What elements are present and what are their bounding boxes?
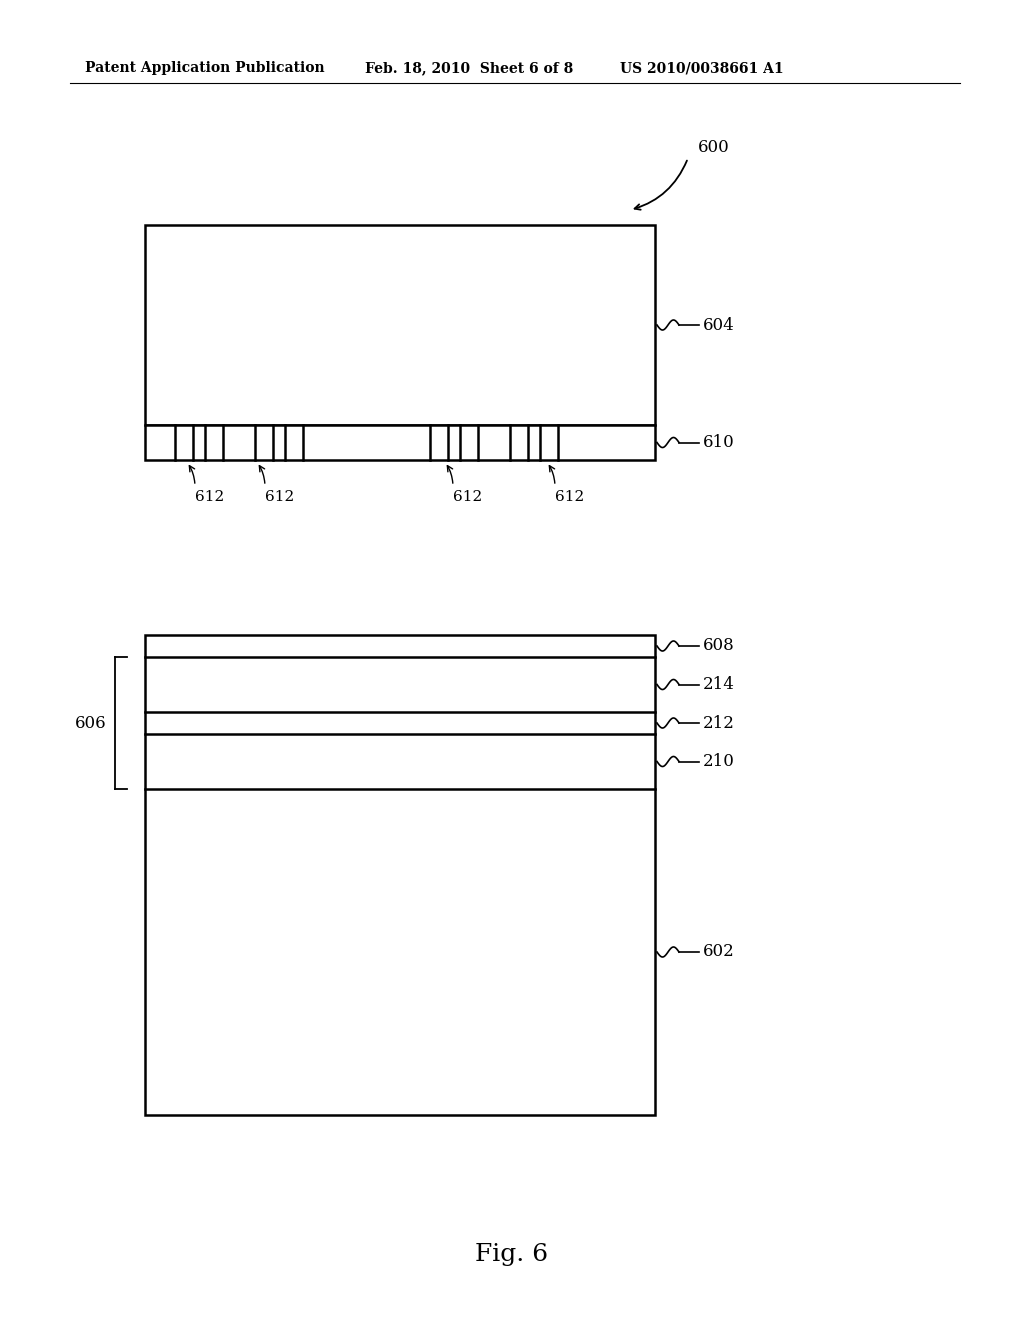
Text: Patent Application Publication: Patent Application Publication <box>85 61 325 75</box>
Text: US 2010/0038661 A1: US 2010/0038661 A1 <box>620 61 783 75</box>
Text: 212: 212 <box>703 714 735 731</box>
Text: 612: 612 <box>453 490 482 504</box>
Text: 612: 612 <box>555 490 585 504</box>
Text: 612: 612 <box>195 490 224 504</box>
Text: Feb. 18, 2010  Sheet 6 of 8: Feb. 18, 2010 Sheet 6 of 8 <box>365 61 573 75</box>
Text: 610: 610 <box>703 434 735 451</box>
Text: 602: 602 <box>703 944 735 961</box>
Text: 612: 612 <box>265 490 294 504</box>
Bar <box>145 224 655 425</box>
Text: 600: 600 <box>698 140 730 157</box>
Text: 214: 214 <box>703 676 735 693</box>
Text: 606: 606 <box>76 714 106 731</box>
Bar <box>145 425 655 459</box>
Text: Fig. 6: Fig. 6 <box>475 1243 549 1266</box>
Text: 604: 604 <box>703 317 735 334</box>
Text: 210: 210 <box>703 752 735 770</box>
Text: 608: 608 <box>703 638 735 655</box>
Bar <box>145 635 655 1115</box>
